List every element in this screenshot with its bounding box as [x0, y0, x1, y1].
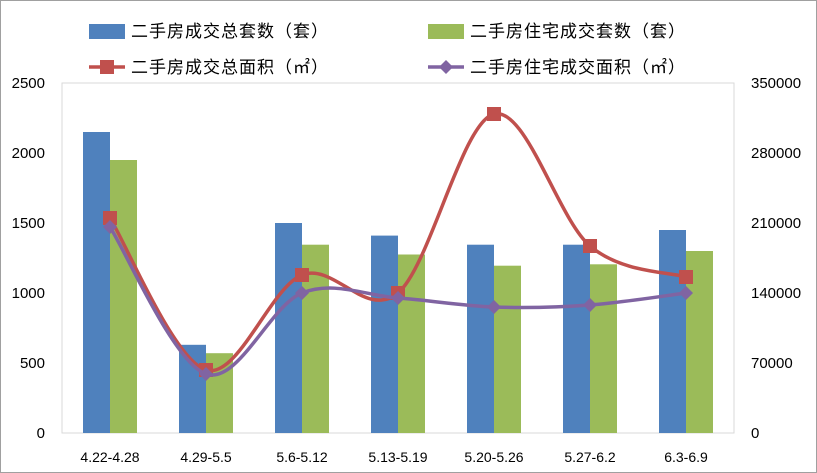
bar-total-count-1 [179, 344, 206, 433]
left-axis: 0 500 1000 1500 2000 2500 [12, 75, 45, 442]
bar-residential-count-4 [494, 265, 521, 433]
left-axis-tick-1: 500 [20, 355, 45, 372]
bar-total-count-6 [659, 230, 686, 433]
left-axis-tick-4: 2000 [12, 145, 45, 162]
marker-residential-area-2 [295, 286, 309, 300]
legend-residential-area-label: 二手房住宅成交面积（㎡） [470, 58, 686, 78]
legend-total-count-label: 二手房成交总套数（套） [131, 22, 329, 42]
legend-total-count: 二手房成交总套数（套） [89, 22, 329, 42]
right-axis-tick-5: 350000 [751, 75, 801, 92]
right-axis-tick-4: 280000 [751, 145, 801, 162]
x-axis-tick-0: 4.22-4.28 [80, 449, 139, 465]
bar-total-count-2 [275, 223, 302, 433]
right-axis-tick-0: 0 [751, 425, 759, 442]
legend-total-area-marker [100, 60, 114, 74]
bar-total-count-4 [467, 244, 494, 433]
left-axis-tick-5: 2500 [12, 75, 45, 92]
legend-total-area-label: 二手房成交总面积（㎡） [131, 58, 329, 78]
marker-residential-area-3 [391, 291, 405, 305]
legend-total-area: 二手房成交总面积（㎡） [89, 58, 329, 78]
x-axis-tick-1: 4.29-5.5 [180, 449, 232, 465]
x-axis-tick-5: 5.27-6.2 [564, 449, 616, 465]
marker-total-area-2 [295, 268, 309, 282]
legend-residential-count: 二手房住宅成交套数（套） [428, 22, 686, 42]
marker-residential-area-5 [583, 298, 597, 312]
legend: 二手房成交总套数（套） 二手房住宅成交套数（套） 二手房成交总面积（㎡） 二手房住宅成… [89, 22, 686, 78]
right-axis: 0 70000 140000 210000 280000 350000 [751, 75, 801, 442]
plot-area [61, 82, 735, 434]
x-axis-tick-4: 5.20-5.26 [464, 449, 523, 465]
right-axis-tick-1: 70000 [751, 355, 793, 372]
bar-total-count-3 [371, 235, 398, 433]
bar-total-count-0 [83, 132, 110, 433]
bar-residential-count-3 [398, 254, 425, 433]
left-axis-tick-0: 0 [37, 425, 45, 442]
left-axis-tick-2: 1000 [12, 285, 45, 302]
legend-residential-count-label: 二手房住宅成交套数（套） [470, 22, 686, 42]
right-axis-tick-2: 140000 [751, 285, 801, 302]
marker-residential-area-0 [103, 220, 117, 234]
marker-total-area-4 [487, 107, 501, 121]
legend-residential-area-marker [439, 60, 453, 74]
marker-residential-area-1 [199, 367, 213, 381]
marker-total-area-0 [103, 211, 117, 225]
x-axis: 4.22-4.28 4.29-5.5 5.6-5.12 5.13-5.19 5.20-5… [80, 449, 708, 465]
bar-total-count-5 [563, 244, 590, 433]
right-axis-tick-3: 210000 [751, 215, 801, 232]
marker-total-area-6 [679, 270, 693, 284]
x-axis-tick-3: 5.13-5.19 [368, 449, 427, 465]
legend-total-count-swatch [89, 24, 125, 39]
bar-residential-count-0 [110, 160, 137, 433]
x-axis-tick-2: 5.6-5.12 [276, 449, 328, 465]
legend-residential-area: 二手房住宅成交面积（㎡） [428, 58, 686, 78]
x-axis-tick-6: 6.3-6.9 [664, 449, 708, 465]
marker-residential-area-4 [487, 300, 501, 314]
left-axis-tick-3: 1500 [12, 215, 45, 232]
bar-residential-count-5 [590, 264, 617, 433]
marker-residential-area-6 [679, 286, 693, 300]
marker-total-area-5 [583, 239, 597, 253]
legend-residential-count-swatch [428, 24, 464, 39]
